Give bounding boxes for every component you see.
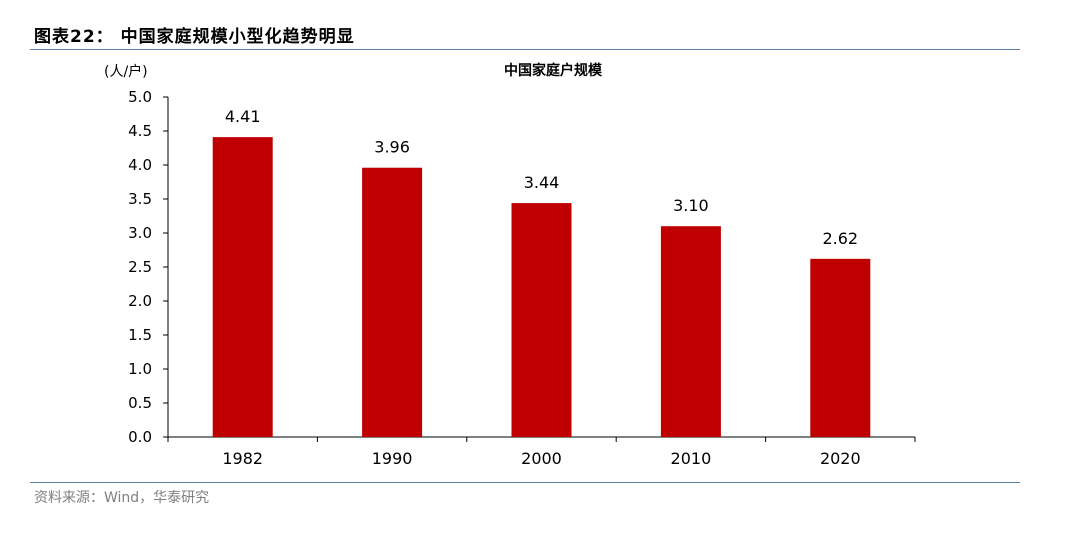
data-label-2020: 2.62 <box>822 229 858 248</box>
bottom-rule <box>30 482 1020 483</box>
top-rule <box>30 49 1020 50</box>
y-tick-label: 1.5 <box>128 326 152 344</box>
bar-1982 <box>212 137 273 437</box>
y-tick-label: 1.0 <box>128 360 152 378</box>
data-label-2000: 3.44 <box>524 173 560 192</box>
chart-title-text: 中国家庭户规模 <box>504 63 602 79</box>
y-tick-label: 2.0 <box>128 292 152 310</box>
data-label-2010: 3.10 <box>673 196 709 215</box>
y-tick-label: 4.5 <box>128 122 152 140</box>
y-tick-label: 3.5 <box>128 190 152 208</box>
bar-2020 <box>810 258 871 437</box>
y-tick-label: 5.0 <box>128 88 152 106</box>
bar-2000 <box>511 203 572 437</box>
x-tick-label: 1990 <box>372 449 413 468</box>
y-tick-label: 2.5 <box>128 258 152 276</box>
y-tick-label: 0.5 <box>128 394 152 412</box>
x-tick-label: 1982 <box>222 449 263 468</box>
bar-1990 <box>362 167 423 437</box>
y-tick-label: 4.0 <box>128 156 152 174</box>
bar-2010 <box>660 226 721 437</box>
figure-title: 图表22： 中国家庭规模小型化趋势明显 <box>34 27 355 47</box>
y-tick-label: 3.0 <box>128 224 152 242</box>
data-label-1990: 3.96 <box>374 138 410 157</box>
chart-title: 中国家庭户规模 <box>0 60 1080 80</box>
data-label-1982: 4.41 <box>225 107 261 126</box>
x-tick-label: 2000 <box>521 449 562 468</box>
source-note: 资料来源：Wind，华泰研究 <box>34 490 210 506</box>
x-tick-label: 2020 <box>820 449 861 468</box>
x-tick-label: 2010 <box>671 449 712 468</box>
y-tick-label: 0.0 <box>128 428 152 446</box>
y-axis-unit-label: (人/户) <box>104 64 148 80</box>
